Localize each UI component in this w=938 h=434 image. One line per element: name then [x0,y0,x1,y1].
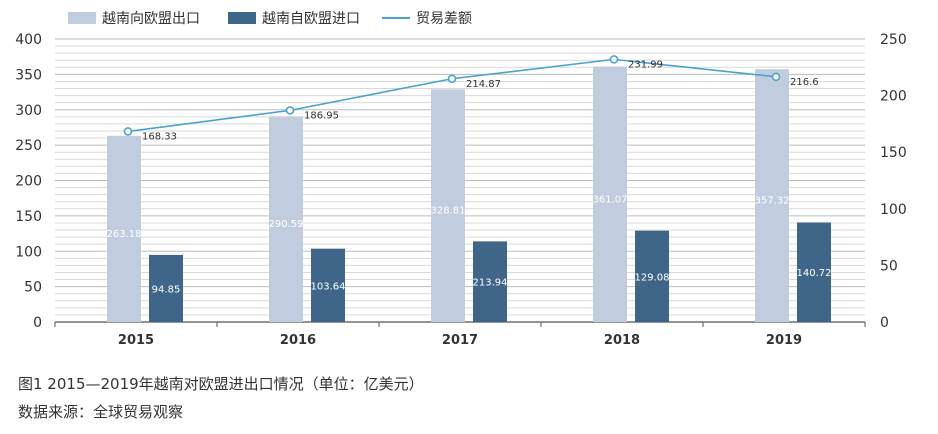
y-right-tick-label: 100 [880,202,907,218]
trade-chart: 0 50 100 150 200 250 300 350 400 0 50 100 150 200 250 2… [15,11,906,348]
balance-label: 216.6 [790,77,819,88]
bar-export [431,89,465,322]
bar-import-label: 213.94 [473,278,508,289]
y-right-tick-label: 0 [880,315,889,331]
chart-axes: 0 50 100 150 200 250 300 350 400 0 50 100 150 200 250 2… [15,32,906,348]
bar-export-label: 263.18 [107,229,142,240]
x-tick-label: 2019 [766,333,802,348]
x-tick-label: 2017 [442,333,478,348]
figure-caption: 图1 2015—2019年越南对欧盟进出口情况（单位：亿美元） [18,375,424,393]
y-left-tick-label: 50 [24,280,42,296]
x-tick-label: 2015 [118,333,154,348]
y-right-tick-label: 200 [880,89,907,105]
bar-import [311,248,345,322]
balance-label: 186.95 [304,110,339,121]
balance-point [771,72,781,82]
legend-export-label: 越南向欧盟出口 [102,11,200,27]
y-right-tick-label: 150 [880,145,907,161]
y-left-tick-label: 100 [15,244,42,260]
bar-import-label: 129.08 [635,272,670,283]
y-left-tick-label: 250 [15,138,42,154]
bar-import-label: 103.64 [311,281,346,292]
y-right-tick-label: 50 [880,258,898,274]
x-tick-label: 2016 [280,333,316,348]
y-right-tick-label: 250 [880,32,907,48]
balance-point [123,127,133,136]
y-left-tick-label: 0 [33,315,42,331]
bar-import-label: 94.85 [152,284,181,295]
y-left-tick-label: 200 [15,174,42,190]
balance-label: 231.99 [628,59,663,70]
chart-line [123,55,781,136]
bar-export-label: 328.81 [431,206,466,217]
bar-import [473,241,507,322]
balance-point [447,74,457,84]
y-left-tick-label: 350 [15,67,42,83]
bar-import [797,222,831,322]
y-left-tick-label: 400 [15,32,42,48]
bar-import [149,254,183,322]
legend-balance-label: 贸易差额 [416,11,472,27]
x-tick-label: 2018 [604,333,640,348]
y-left-tick-label: 150 [15,209,42,225]
balance-point [285,106,295,115]
bar-export-label: 361.07 [593,194,628,205]
legend-import-label: 越南自欧盟进口 [262,11,360,27]
bar-export [755,69,789,322]
bar-export [107,135,141,322]
y-left-tick-label: 300 [15,103,42,119]
balance-point [609,55,619,64]
chart-legend: 越南向欧盟出口 越南自欧盟进口 贸易差额 [68,11,472,27]
bar-import [635,230,669,322]
bar-export-label: 290.59 [269,219,304,230]
data-source: 数据来源：全球贸易观察 [18,403,184,421]
chart-bars [107,66,831,323]
balance-label: 214.87 [466,79,501,90]
bar-import-label: 140.72 [797,268,832,279]
bar-export [269,116,303,322]
balance-label: 168.33 [142,131,177,142]
legend-import-swatch [228,12,256,24]
chart-labels: 263.18 94.85 290.59 103.64 328.81 213.94 361.0… [107,59,832,295]
bar-export [593,66,627,323]
legend-export-swatch [68,12,96,24]
bar-export-label: 357.32 [755,196,790,207]
